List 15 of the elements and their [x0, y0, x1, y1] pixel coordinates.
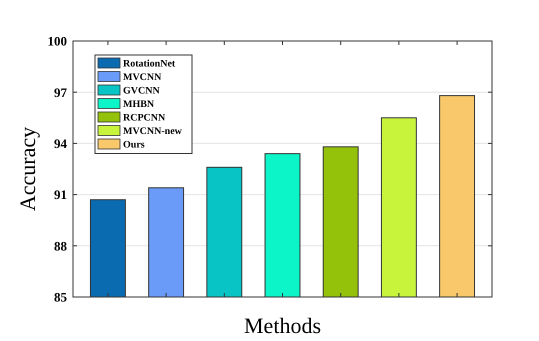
y-tick-label: 91	[54, 187, 67, 202]
legend-label: MVCNN-new	[123, 126, 183, 137]
legend-label: MHBN	[123, 99, 155, 110]
legend-label: Ours	[123, 140, 145, 150]
y-tick-label: 88	[54, 238, 68, 254]
x-axis-title: Methods	[244, 313, 321, 338]
legend-label: GVCNN	[123, 86, 160, 96]
legend-label: RotationNet	[123, 58, 176, 70]
y-tick-label: 100	[48, 34, 67, 49]
legend-label: MVCNN	[123, 72, 162, 83]
y-tick-label: 85	[54, 290, 68, 305]
legend-label: RCPCNN	[123, 112, 166, 124]
y-tick-label: 97	[54, 84, 68, 100]
y-axis-title: Accuracy	[15, 126, 40, 212]
y-tick-label: 94	[54, 136, 68, 151]
